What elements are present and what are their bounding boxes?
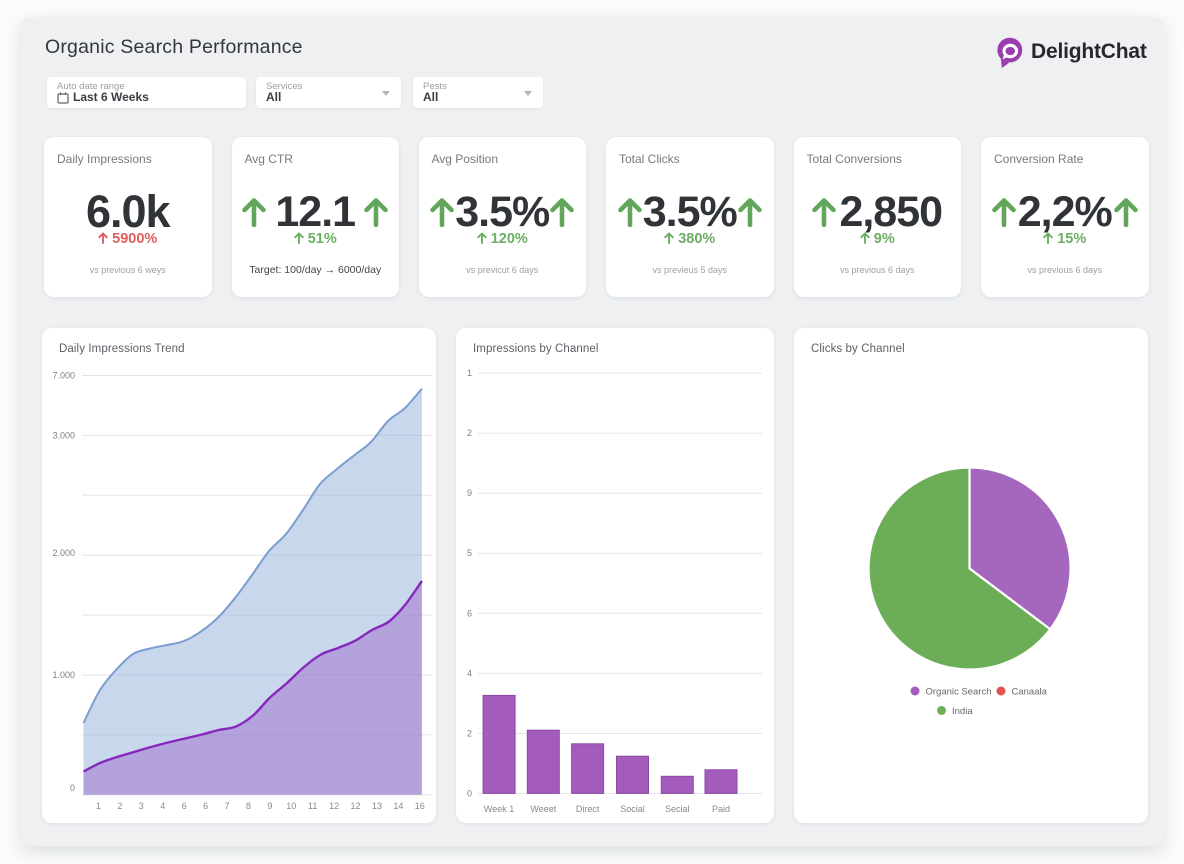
svg-text:2: 2 — [467, 428, 472, 438]
svg-text:4: 4 — [160, 801, 165, 811]
svg-text:Organic Search: Organic Search — [926, 687, 992, 698]
svg-text:4: 4 — [467, 668, 472, 678]
svg-text:Paid: Paid — [712, 804, 730, 814]
svg-text:0: 0 — [467, 788, 472, 798]
svg-text:13: 13 — [372, 801, 382, 811]
svg-text:12: 12 — [329, 801, 339, 811]
svg-text:1: 1 — [467, 368, 472, 378]
svg-text:2: 2 — [467, 728, 472, 738]
svg-text:1.000: 1.000 — [52, 670, 75, 680]
svg-text:14: 14 — [393, 801, 403, 811]
svg-text:1: 1 — [96, 801, 101, 811]
svg-text:3: 3 — [139, 801, 144, 811]
svg-text:Canaala: Canaala — [1012, 687, 1048, 698]
svg-text:3.000: 3.000 — [52, 430, 75, 440]
svg-text:6: 6 — [203, 801, 208, 811]
svg-text:6: 6 — [467, 608, 472, 618]
svg-text:0: 0 — [70, 783, 75, 793]
svg-text:7.000: 7.000 — [52, 371, 75, 381]
svg-text:Week 1: Week 1 — [484, 804, 514, 814]
svg-text:Weeet: Weeet — [530, 804, 556, 814]
svg-text:Social: Social — [620, 804, 645, 814]
svg-text:12: 12 — [350, 801, 360, 811]
svg-text:India: India — [952, 706, 973, 717]
svg-text:Direct: Direct — [576, 804, 600, 814]
svg-text:10: 10 — [286, 801, 296, 811]
svg-text:8: 8 — [246, 801, 251, 811]
svg-text:11: 11 — [308, 801, 317, 811]
svg-text:16: 16 — [415, 801, 425, 811]
svg-text:Secial: Secial — [665, 804, 690, 814]
svg-text:7: 7 — [224, 801, 229, 811]
svg-text:9: 9 — [267, 801, 272, 811]
svg-text:2.000: 2.000 — [52, 548, 75, 558]
svg-text:2: 2 — [117, 801, 122, 811]
svg-text:5: 5 — [467, 548, 472, 558]
svg-text:6: 6 — [182, 801, 187, 811]
svg-text:9: 9 — [467, 488, 472, 498]
